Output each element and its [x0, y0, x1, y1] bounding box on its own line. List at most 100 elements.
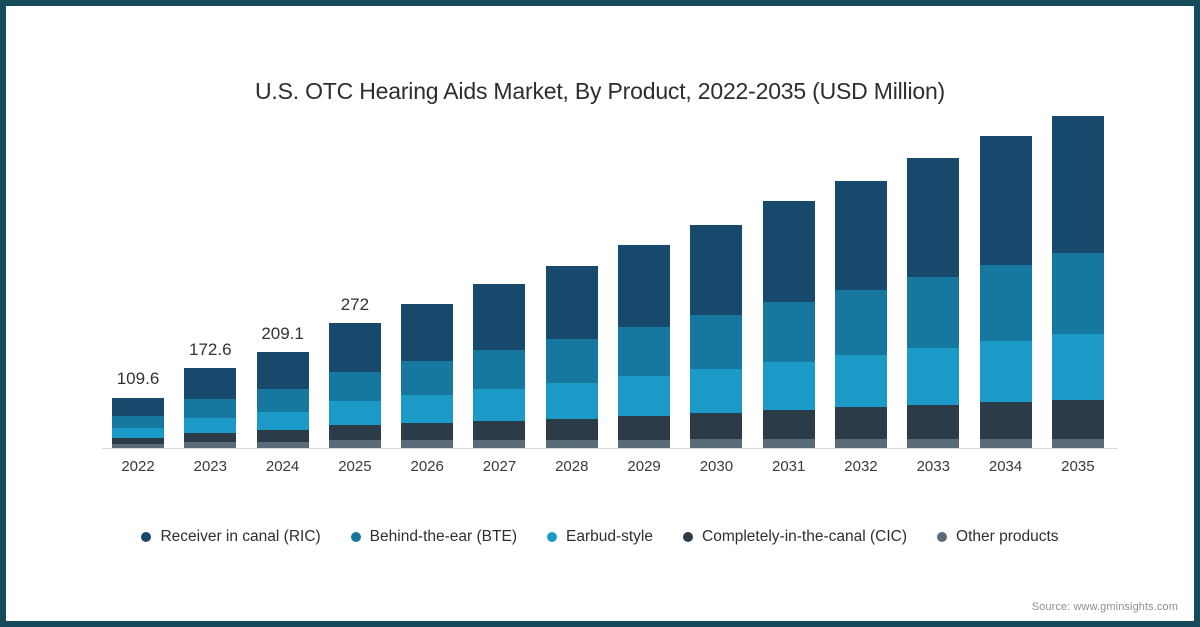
- bar-segment[interactable]: [907, 439, 960, 448]
- bar-segment[interactable]: [618, 327, 671, 377]
- bar-segment[interactable]: [328, 425, 381, 441]
- bar-segment[interactable]: [690, 315, 743, 370]
- stacked-bar[interactable]: [473, 284, 526, 448]
- bar-column[interactable]: [1042, 116, 1114, 448]
- bar-segment[interactable]: [112, 437, 164, 444]
- bar-segment[interactable]: [618, 415, 671, 440]
- bar-segment[interactable]: [112, 397, 164, 417]
- bar-segment[interactable]: [328, 440, 381, 448]
- bar-segment[interactable]: [473, 389, 526, 421]
- stacked-bar[interactable]: [762, 201, 815, 448]
- bar-segment[interactable]: [834, 180, 887, 290]
- bar-segment[interactable]: [473, 440, 526, 448]
- bar-segment[interactable]: [979, 136, 1032, 265]
- bar-segment[interactable]: [1051, 334, 1104, 400]
- bar-segment[interactable]: [618, 245, 671, 328]
- bar-segment[interactable]: [834, 289, 887, 355]
- bar-segment[interactable]: [184, 441, 237, 448]
- bar-segment[interactable]: [979, 340, 1032, 402]
- legend-item[interactable]: Other products: [937, 528, 1059, 546]
- bar-segment[interactable]: [545, 265, 598, 340]
- bar-segment[interactable]: [690, 412, 743, 440]
- legend-item[interactable]: Earbud-style: [546, 528, 653, 546]
- bar-segment[interactable]: [690, 369, 743, 413]
- stacked-bar[interactable]: [979, 136, 1032, 448]
- stacked-bar[interactable]: [834, 180, 887, 448]
- bar-segment[interactable]: [401, 361, 454, 396]
- bar-segment[interactable]: [328, 401, 381, 426]
- bar-segment[interactable]: [979, 401, 1032, 439]
- bar-segment[interactable]: [473, 284, 526, 350]
- stacked-bar[interactable]: [545, 265, 598, 448]
- bar-segment[interactable]: [473, 349, 526, 389]
- bar-segment[interactable]: [184, 432, 237, 442]
- bar-segment[interactable]: [256, 389, 309, 412]
- bar-segment[interactable]: [690, 224, 743, 316]
- bar-segment[interactable]: [907, 347, 960, 406]
- bar-segment[interactable]: [112, 427, 164, 438]
- bar-segment[interactable]: [328, 371, 381, 402]
- bar-segment[interactable]: [545, 440, 598, 448]
- bar-segment[interactable]: [545, 339, 598, 383]
- bar-segment[interactable]: [618, 439, 671, 448]
- bar-column[interactable]: 109.6: [102, 116, 174, 448]
- bar-column[interactable]: [391, 116, 463, 448]
- bar-column[interactable]: [608, 116, 680, 448]
- bar-segment[interactable]: [1051, 438, 1104, 448]
- bar-column[interactable]: [825, 116, 897, 448]
- bar-segment[interactable]: [834, 354, 887, 408]
- bar-column[interactable]: [897, 116, 969, 448]
- stacked-bar[interactable]: [328, 322, 381, 448]
- stacked-bar[interactable]: [184, 368, 237, 448]
- bar-segment[interactable]: [762, 201, 815, 302]
- bar-segment[interactable]: [1051, 399, 1104, 439]
- bar-segment[interactable]: [473, 420, 526, 441]
- legend-item[interactable]: Receiver in canal (RIC): [141, 528, 321, 546]
- bar-segment[interactable]: [907, 158, 960, 278]
- bar-segment[interactable]: [112, 443, 164, 448]
- bar-segment[interactable]: [762, 361, 815, 411]
- bar-segment[interactable]: [256, 430, 309, 442]
- bar-column[interactable]: [680, 116, 752, 448]
- bar-column[interactable]: 172.6: [174, 116, 246, 448]
- bar-segment[interactable]: [328, 322, 381, 372]
- bar-segment[interactable]: [184, 417, 237, 433]
- bar-segment[interactable]: [834, 439, 887, 448]
- bar-segment[interactable]: [184, 368, 237, 400]
- stacked-bar[interactable]: [256, 351, 309, 448]
- bar-segment[interactable]: [545, 383, 598, 419]
- bar-segment[interactable]: [401, 423, 454, 441]
- bar-segment[interactable]: [401, 304, 454, 362]
- bar-segment[interactable]: [762, 301, 815, 362]
- bar-segment[interactable]: [907, 405, 960, 440]
- stacked-bar[interactable]: [907, 158, 960, 448]
- bar-segment[interactable]: [618, 376, 671, 416]
- legend-item[interactable]: Behind-the-ear (BTE): [350, 528, 517, 546]
- bar-segment[interactable]: [907, 277, 960, 348]
- stacked-bar[interactable]: [1051, 116, 1104, 448]
- bar-segment[interactable]: [1051, 252, 1104, 335]
- bar-segment[interactable]: [979, 264, 1032, 341]
- bar-segment[interactable]: [762, 439, 815, 448]
- bar-segment[interactable]: [979, 438, 1032, 448]
- bar-column[interactable]: [970, 116, 1042, 448]
- bar-segment[interactable]: [401, 440, 454, 448]
- legend-item[interactable]: Completely-in-the-canal (CIC): [683, 528, 907, 546]
- stacked-bar[interactable]: [401, 304, 454, 448]
- bar-segment[interactable]: [256, 411, 309, 431]
- bar-segment[interactable]: [112, 416, 164, 428]
- stacked-bar[interactable]: [618, 245, 671, 448]
- bar-column[interactable]: [463, 116, 535, 448]
- bar-segment[interactable]: [401, 395, 454, 424]
- bar-segment[interactable]: [184, 399, 237, 418]
- bar-column[interactable]: [536, 116, 608, 448]
- bar-segment[interactable]: [762, 410, 815, 440]
- bar-segment[interactable]: [545, 418, 598, 441]
- stacked-bar[interactable]: [690, 224, 743, 448]
- bar-segment[interactable]: [690, 439, 743, 448]
- bar-segment[interactable]: [256, 441, 309, 448]
- bar-column[interactable]: [753, 116, 825, 448]
- bar-segment[interactable]: [834, 407, 887, 440]
- stacked-bar[interactable]: [112, 397, 164, 448]
- bar-column[interactable]: 209.1: [247, 116, 319, 448]
